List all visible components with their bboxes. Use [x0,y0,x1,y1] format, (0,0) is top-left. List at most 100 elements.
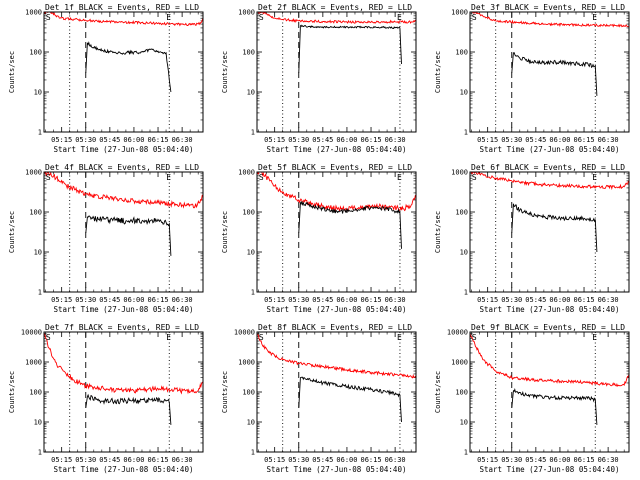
y-tick-label: 1000 [25,9,42,17]
plot-frame [469,171,630,293]
plot-frame [469,11,630,133]
y-axis-label: Counts/sec [8,211,16,253]
series-line-red [469,333,630,387]
panel-7: Det 7f BLACK = Events, RED = LLD Counts/s… [8,323,204,474]
panel-title: Det 3f BLACK = Events, RED = LLD [471,3,625,12]
y-tick-label: 10000 [21,329,42,337]
y-tick-label: 100 [455,209,468,217]
y-tick-label: 10000 [234,329,255,337]
y-tick-label: 100 [242,49,255,57]
x-tick-label: 05:30 [288,296,309,304]
y-axis-label: Counts/sec [221,371,229,413]
series-line-black [85,215,172,256]
x-tick-label: 05:30 [75,296,96,304]
series-line-red [470,171,630,191]
series-line-black [298,376,402,423]
panel-title: Det 6f BLACK = Events, RED = LLD [471,163,625,172]
y-tick-label: 1000 [238,169,255,177]
x-tick-label: 05:15 [51,296,72,304]
series-line-red [43,333,204,395]
y-tick-label: 10 [460,249,468,257]
panel-title: Det 8f BLACK = Events, RED = LLD [258,323,412,332]
panel-title: Det 4f BLACK = Events, RED = LLD [45,163,199,172]
y-tick-label: 1000 [25,169,42,177]
marker-s-label: S [472,173,477,182]
x-tick-label: 05:30 [501,456,522,464]
series-line-black [85,393,172,425]
y-axis-label: Counts/sec [434,211,442,253]
y-tick-label: 1000 [451,169,468,177]
series-line-black [85,41,172,93]
marker-s-label: S [472,333,477,342]
x-axis-label: Start Time (27-Jun-08 05:04:40) [54,145,194,154]
y-tick-label: 10 [247,419,255,427]
panel-6: Det 6f BLACK = Events, RED = LLD Counts/s… [434,163,630,314]
y-tick-label: 100 [242,389,255,397]
panel-5: Det 5f BLACK = Events, RED = LLD Counts/s… [221,163,417,314]
y-tick-label: 1000 [25,359,42,367]
series-line-black [511,203,598,253]
x-tick-label: 05:30 [288,136,309,144]
panel-title: Det 7f BLACK = Events, RED = LLD [45,323,199,332]
panel-3: Det 3f BLACK = Events, RED = LLD Counts/s… [434,3,630,154]
panel-8: Det 8f BLACK = Events, RED = LLD Counts/s… [221,323,417,474]
y-tick-label: 10 [460,89,468,97]
y-tick-label: 1000 [238,359,255,367]
x-tick-label: 06:00 [549,136,570,144]
y-axis-label: Counts/sec [221,51,229,93]
y-tick-label: 1 [251,129,255,137]
x-tick-label: 06:00 [336,456,357,464]
x-tick-label: 05:15 [51,136,72,144]
x-tick-label: 05:45 [525,136,546,144]
y-axis-label: Counts/sec [434,371,442,413]
panel-title: Det 5f BLACK = Events, RED = LLD [258,163,412,172]
y-tick-label: 1 [251,449,255,457]
x-tick-label: 06:00 [549,456,570,464]
marker-e-label: E [397,13,402,22]
x-tick-label: 06:00 [336,136,357,144]
x-tick-label: 06:30 [172,456,193,464]
x-tick-label: 05:30 [75,456,96,464]
marker-e-label: E [397,173,402,182]
x-tick-label: 06:15 [573,456,594,464]
y-tick-label: 100 [455,49,468,57]
y-tick-label: 1 [464,129,468,137]
marker-s-label: S [259,333,264,342]
x-tick-label: 06:00 [336,296,357,304]
x-tick-label: 05:15 [264,456,285,464]
x-axis-label: Start Time (27-Jun-08 05:04:40) [480,305,620,314]
x-tick-label: 05:15 [477,456,498,464]
x-tick-label: 05:30 [501,296,522,304]
y-axis-label: Counts/sec [434,51,442,93]
y-tick-label: 1 [251,289,255,297]
marker-e-label: E [592,173,597,182]
plot-frame [43,331,204,453]
y-tick-label: 100 [29,209,42,217]
y-axis-label: Counts/sec [8,371,16,413]
marker-e-label: E [592,333,597,342]
series-line-red [256,171,417,212]
y-tick-label: 10000 [447,329,468,337]
x-axis-label: Start Time (27-Jun-08 05:04:40) [54,305,194,314]
marker-s-label: S [46,173,51,182]
y-tick-label: 10 [34,249,42,257]
x-tick-label: 05:45 [312,296,333,304]
marker-e-label: E [397,333,402,342]
x-tick-label: 06:15 [147,456,168,464]
series-line-red [43,11,204,27]
x-axis-label: Start Time (27-Jun-08 05:04:40) [267,305,407,314]
series-line-red [470,11,630,28]
marker-e-label: E [592,13,597,22]
x-axis-label: Start Time (27-Jun-08 05:04:40) [267,465,407,474]
panel-4: Det 4f BLACK = Events, RED = LLD Counts/s… [8,163,204,314]
series-line-black [511,387,598,425]
marker-e-label: E [166,13,171,22]
x-axis-label: Start Time (27-Jun-08 05:04:40) [480,145,620,154]
x-tick-label: 05:15 [264,136,285,144]
series-line-red [256,333,417,379]
x-tick-label: 06:15 [573,296,594,304]
x-tick-label: 06:00 [123,136,144,144]
x-tick-label: 06:30 [385,456,406,464]
x-tick-label: 06:30 [385,296,406,304]
series-line-black [298,201,402,249]
